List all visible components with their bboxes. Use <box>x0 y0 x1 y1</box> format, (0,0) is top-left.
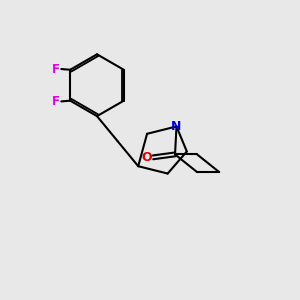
Text: N: N <box>171 120 182 133</box>
Text: F: F <box>52 62 60 76</box>
Text: F: F <box>52 95 60 108</box>
Text: O: O <box>142 151 152 164</box>
